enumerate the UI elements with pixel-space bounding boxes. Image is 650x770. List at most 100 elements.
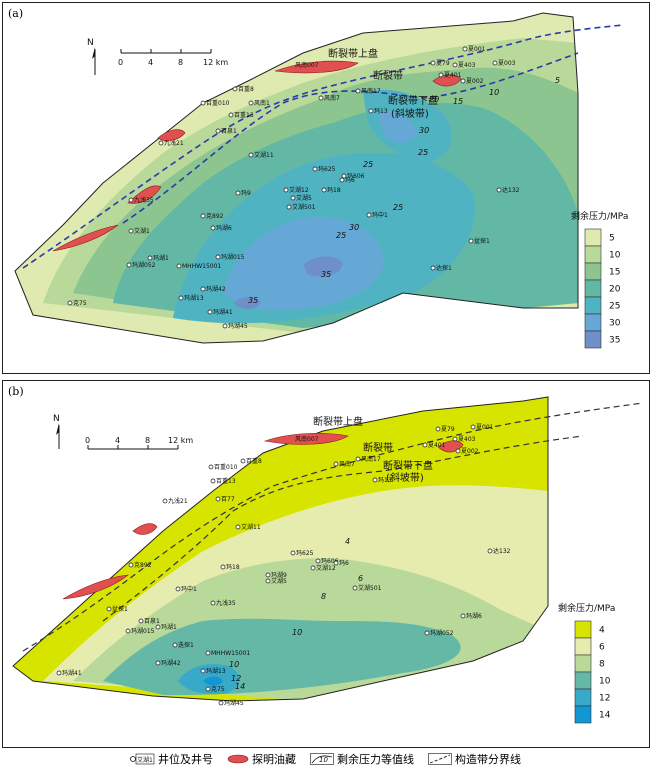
legend-value: 30 bbox=[609, 319, 621, 329]
north-label-b: N bbox=[53, 414, 60, 424]
well-dot bbox=[455, 448, 461, 454]
well-label: 风南17 bbox=[361, 455, 381, 463]
well-dot bbox=[138, 618, 144, 624]
well-dot bbox=[210, 478, 216, 484]
well-marker: 艾湖12 bbox=[283, 186, 309, 194]
well-dot bbox=[106, 606, 112, 612]
scale-tick-b-2: 8 bbox=[145, 436, 150, 445]
boundary-b-1 bbox=[22, 402, 644, 652]
well-marker: 玛湖015 bbox=[125, 627, 155, 635]
well-dot bbox=[176, 263, 182, 269]
zone-labels-b: 断裂带上盘 断裂带 断裂带下盘 (斜坡带) 风南007 bbox=[295, 415, 433, 484]
well-dot bbox=[452, 436, 458, 442]
well-marker: 玛606 bbox=[341, 172, 365, 180]
well-marker: 百重13 bbox=[210, 477, 236, 485]
well-dot bbox=[339, 177, 345, 183]
legend-swatch bbox=[574, 705, 592, 724]
well-label: 艾湖5 bbox=[296, 194, 312, 202]
map-b-svg: 断裂带上盘 断裂带 断裂带下盘 (斜坡带) 风南007 夏79 夏001夏403夏… bbox=[12, 396, 644, 724]
legend-swatch bbox=[574, 620, 592, 639]
map-a-svg: 断裂带上盘 断裂带 断裂带下盘 (斜坡带) 风南007 风南7 夏001 夏79 夏4… bbox=[14, 12, 628, 349]
zone-35 bbox=[303, 256, 343, 277]
well-marker: 玛18 bbox=[220, 563, 240, 571]
well-marker: 玛湖13 bbox=[200, 667, 226, 675]
well-label: 玛湖45 bbox=[228, 322, 248, 330]
well-dot bbox=[248, 100, 254, 106]
well-label: 克892 bbox=[206, 212, 224, 220]
well-label: 玛9 bbox=[241, 189, 251, 197]
well-dot bbox=[462, 46, 468, 52]
well-marker: 百77 bbox=[215, 496, 235, 503]
well-dot bbox=[210, 225, 216, 231]
well-label: 玛湖1 bbox=[153, 254, 169, 262]
well-marker: 夏001 bbox=[470, 424, 494, 431]
well-label: 玛6 bbox=[345, 176, 355, 184]
well-label: 克892 bbox=[134, 561, 152, 569]
well-label: 夏001 bbox=[468, 46, 486, 53]
well-label: 克75 bbox=[211, 685, 225, 693]
well-label: 玛湖41 bbox=[213, 308, 233, 316]
well-marker: 达132 bbox=[496, 186, 520, 194]
scale-tick-a-0: 0 bbox=[118, 58, 123, 67]
well-label: 玛湖42 bbox=[161, 659, 181, 667]
well-label: 艾湖5 bbox=[271, 577, 287, 585]
scale-tick-b-0: 0 bbox=[85, 436, 90, 445]
zone-upper-label-a: 断裂带上盘 bbox=[328, 47, 378, 60]
well-label: 风南1 bbox=[254, 99, 270, 107]
well-dot bbox=[200, 213, 206, 219]
well-marker: 克75 bbox=[205, 685, 225, 693]
contour-label: 30 bbox=[419, 126, 429, 135]
well-dot bbox=[290, 195, 296, 201]
contour-label: 25 bbox=[393, 203, 403, 212]
well-marker: 风南7 bbox=[333, 460, 355, 468]
well-label: 迭探1 bbox=[178, 641, 194, 649]
well-marker: 盆探1 bbox=[106, 605, 128, 613]
well-marker: 风南17 bbox=[355, 455, 381, 463]
well-label: 玛606 bbox=[321, 557, 339, 565]
well-dot bbox=[355, 88, 361, 94]
well-marker: 玛中1 bbox=[366, 211, 388, 219]
well-label: 风南17 bbox=[361, 87, 381, 95]
well-label: 玛湖6 bbox=[216, 224, 232, 232]
contour-label: 12 bbox=[231, 674, 241, 683]
well-marker: MHHW15001 bbox=[205, 650, 250, 657]
well-marker: 玛18 bbox=[321, 186, 341, 194]
well-marker: 百重010 bbox=[200, 99, 230, 107]
well-label: 夏401 bbox=[428, 442, 446, 449]
well-label: 百重010 bbox=[206, 99, 230, 107]
well-marker: 玛湖052 bbox=[424, 629, 454, 637]
well-dot bbox=[496, 187, 502, 193]
contour-label: 4 bbox=[345, 537, 350, 546]
well-dot bbox=[228, 112, 234, 118]
well-dot bbox=[318, 95, 324, 101]
well-dot bbox=[265, 572, 271, 578]
scale-tick-a-1: 4 bbox=[148, 58, 153, 67]
well-marker: 克75 bbox=[67, 299, 87, 307]
zone-fault-label-b: 断裂带 bbox=[363, 441, 393, 454]
well-marker: 艾湖11 bbox=[235, 523, 261, 531]
well-dot bbox=[355, 456, 361, 462]
well-marker: 玛625 bbox=[290, 549, 314, 557]
well-label: 玛625 bbox=[296, 549, 314, 557]
map-panel-b: (b) 断裂带上盘 断裂带 断裂带下盘 (斜坡带) 风南007 bbox=[2, 380, 650, 748]
well-dot bbox=[128, 197, 134, 203]
contour-label: 14 bbox=[235, 682, 245, 691]
well-label: 艾湖12 bbox=[289, 186, 309, 194]
legend-title-b: 剩余压力/MPa bbox=[558, 602, 615, 614]
well-marker: 艾湖11 bbox=[248, 151, 274, 159]
well-dot bbox=[468, 238, 474, 244]
well-marker: 玛湖41 bbox=[56, 669, 82, 677]
well-label: 夏401 bbox=[444, 72, 462, 79]
legend-swatch bbox=[574, 637, 592, 656]
well-dot bbox=[430, 265, 436, 271]
well-label: 艾湖501 bbox=[292, 203, 316, 211]
footer-contour-label: 剩余压力等值线 bbox=[337, 753, 414, 766]
zone-lower-sub-label-b: (斜坡带) bbox=[386, 471, 424, 484]
contour-label: 25 bbox=[363, 160, 373, 169]
well-marker: 夏403 bbox=[452, 436, 476, 443]
oil-reservoir-icon bbox=[227, 754, 249, 764]
legend-swatch bbox=[574, 688, 592, 707]
well-dot bbox=[218, 700, 224, 706]
legend-title-a: 剩余压力/MPa bbox=[571, 210, 628, 222]
